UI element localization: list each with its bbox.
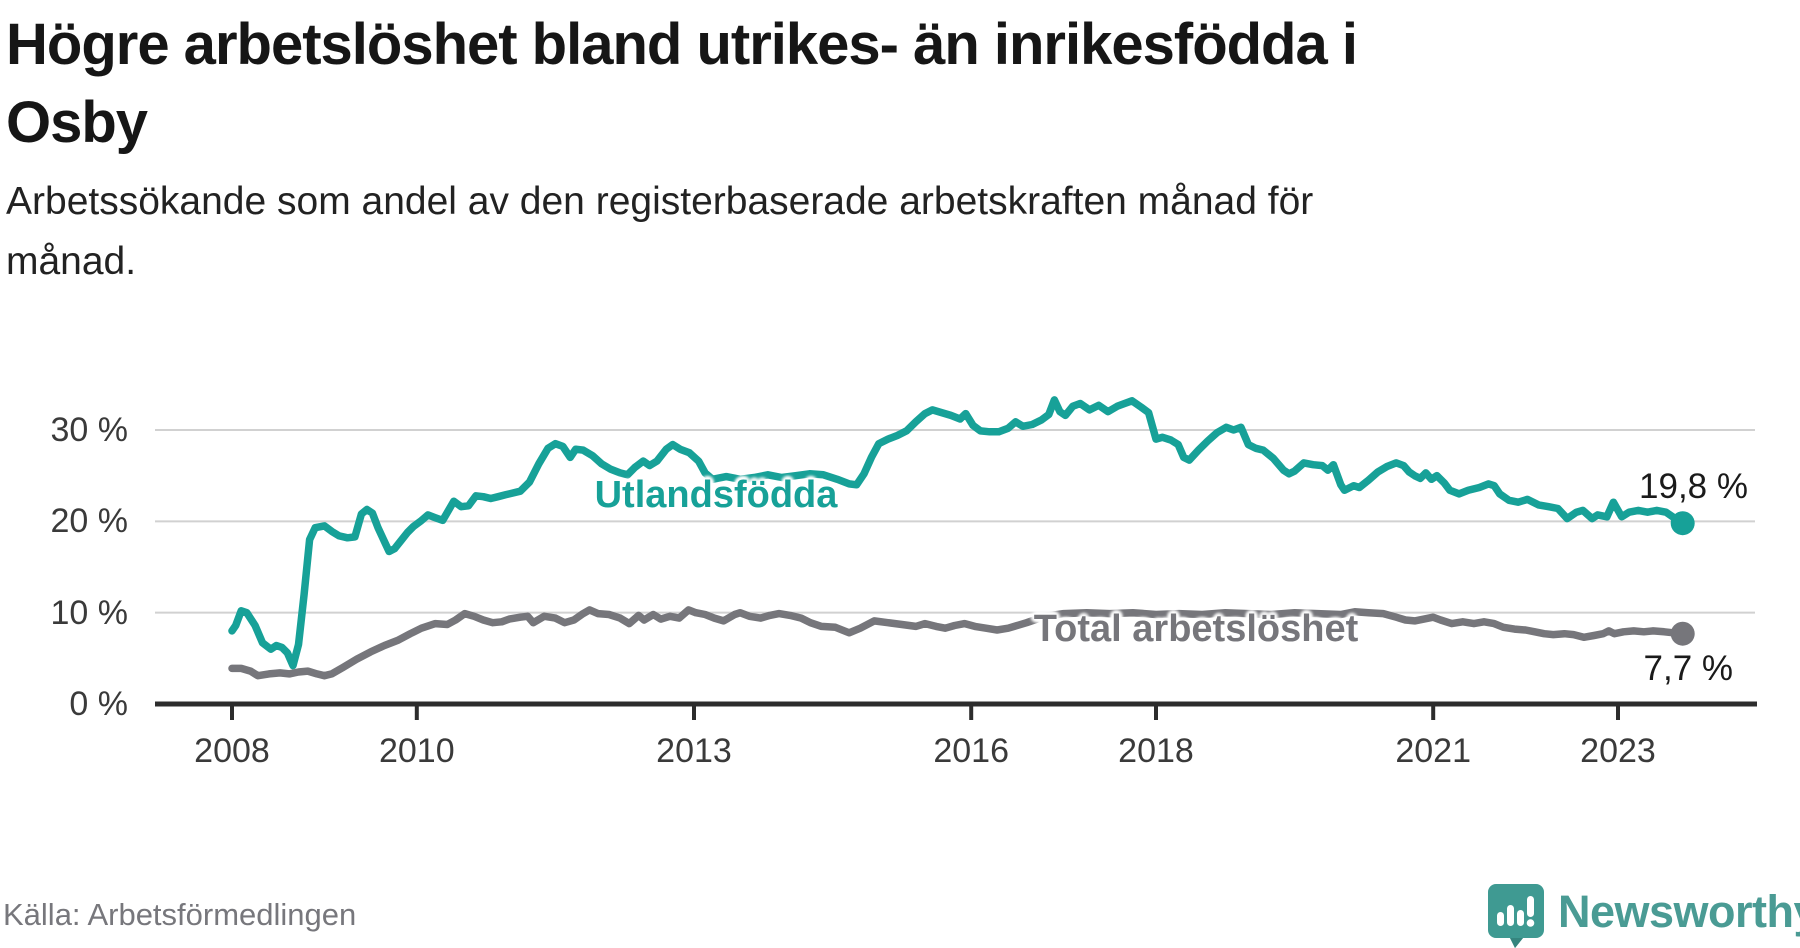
gridlines	[155, 429, 1755, 614]
y-axis-label: 20 %	[50, 502, 129, 541]
series-line-utlandsfodda	[228, 396, 1687, 670]
series-label-total-arbetsloshet: Total arbetslöshet	[1033, 608, 1359, 650]
chart-subtitle-line-1: Arbetssökande som andel av den registerb…	[6, 180, 1314, 223]
series-end-dots	[1670, 511, 1695, 646]
newsworthy-brand: Newsworthy	[1488, 884, 1800, 948]
chart-subtitle-line-2: månad.	[6, 240, 137, 283]
x-axis-label: 2018	[1118, 732, 1194, 770]
x-axis-label: 2010	[378, 732, 455, 770]
page-title-line-2: Osby	[6, 90, 148, 155]
y-axis-label: 10 %	[50, 593, 129, 632]
series-end-dot-total	[1670, 621, 1695, 646]
end-value-label-total: 7,7 %	[1643, 649, 1734, 688]
series-end-dot-utlandsfodda	[1670, 511, 1695, 536]
x-axis-label: 2016	[933, 732, 1009, 770]
newsworthy-speech-bubble-chart-icon	[1488, 884, 1544, 948]
x-axis	[155, 701, 1757, 720]
source-attribution: Källa: Arbetsförmedlingen	[3, 897, 357, 932]
page-title-line-1: Högre arbetslöshet bland utrikes- än inr…	[6, 12, 1358, 77]
page-title: Högre arbetslöshet bland utrikes- än inr…	[6, 6, 1766, 162]
y-axis-label: 30 %	[50, 411, 129, 449]
x-axis-label: 2008	[194, 732, 270, 770]
newsworthy-wordmark: Newsworthy	[1558, 886, 1800, 937]
series-label-utlandsfodda: Utlandsfödda	[594, 474, 838, 516]
y-axis-label: 0 %	[69, 685, 128, 723]
series-lines	[228, 396, 1687, 680]
chart-subtitle: Arbetssökande som andel av den registerb…	[6, 172, 1506, 292]
x-axis-label: 2021	[1395, 732, 1471, 770]
series-line-total	[228, 606, 1687, 680]
end-value-label-utlandsfodda: 19,8 %	[1639, 467, 1748, 506]
x-axis-label: 2013	[656, 732, 732, 770]
x-axis-label: 2023	[1580, 732, 1656, 770]
